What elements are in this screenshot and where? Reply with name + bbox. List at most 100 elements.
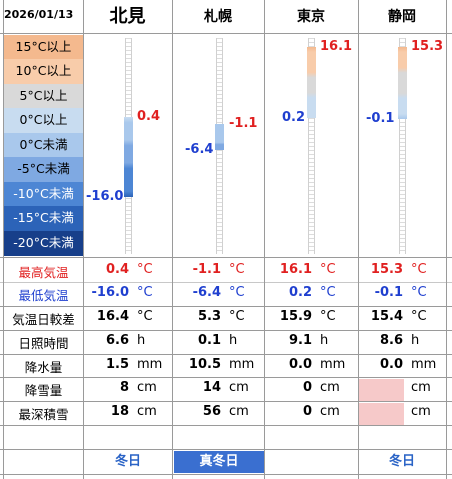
precipitation-tokyo: 0.0 [288, 357, 312, 372]
min-temp-unit-kitami: °C [137, 285, 153, 300]
precipitation-unit-kitami: mm [137, 357, 163, 372]
precipitation-kitami: 1.5 [105, 357, 129, 372]
max-temp-unit-shizuoka: °C [411, 262, 427, 277]
sunshine-unit-kitami: h [137, 333, 146, 348]
column-divider [358, 0, 359, 479]
row-divider [0, 449, 452, 450]
legend-band-15-above: 15°C以上 [4, 35, 83, 59]
max-temp-unit-tokyo: °C [320, 262, 336, 277]
min-temp-unit-sapporo: °C [229, 285, 245, 300]
legend-band-minus15-below: -15°C未満 [4, 206, 83, 231]
city-name-sapporo: 札幌 [204, 9, 232, 25]
temp-range-tokyo: 15.9 [279, 309, 312, 324]
temp-range-unit-sapporo: °C [229, 309, 245, 324]
sunshine-tokyo: 9.1 [288, 333, 312, 348]
max-temp-sapporo: -1.1 [192, 262, 221, 277]
snow-depth-tokyo: 0 [302, 404, 312, 419]
bar-high-label-kitami: 0.4 [137, 109, 161, 125]
snow-depth-kitami: 18 [110, 404, 129, 419]
temp-range-bar-shizuoka [398, 47, 407, 120]
snow-depth-unit-tokyo: cm [320, 404, 340, 419]
day-type-kitami: 冬日 [114, 454, 141, 469]
legend-band-10-above: 10°C以上 [4, 59, 83, 84]
day-type-sapporo: 真冬日 [174, 451, 264, 473]
snowfall-unit-tokyo: cm [320, 380, 340, 395]
snowfall-sapporo: 14 [202, 380, 221, 395]
temp-range-bar-kitami [124, 117, 133, 198]
temp-range-shizuoka: 15.4 [370, 309, 403, 324]
row-label-temp-range: 気温日較差 [12, 312, 75, 327]
precipitation-unit-sapporo: mm [229, 357, 255, 372]
city-name-tokyo: 東京 [297, 9, 325, 25]
snowfall-unit-shizuoka: cm [411, 380, 431, 395]
row-divider [0, 425, 452, 426]
legend-band-0-below: 0°C未満 [4, 133, 83, 157]
snowfall-unit-sapporo: cm [229, 380, 249, 395]
temp-range-bar-tokyo [307, 47, 316, 119]
bar-low-label-shizuoka: -0.1 [366, 111, 395, 127]
sunshine-unit-shizuoka: h [411, 333, 420, 348]
temp-range-bar-sapporo [215, 124, 224, 151]
snowfall-tokyo: 0 [302, 380, 312, 395]
row-label-precipitation: 降水量 [24, 360, 63, 375]
snow-depth-sapporo: 56 [202, 404, 221, 419]
min-temp-unit-tokyo: °C [320, 285, 336, 300]
temp-range-unit-tokyo: °C [320, 309, 336, 324]
min-temp-kitami: -16.0 [91, 285, 129, 300]
temp-range-sapporo: 5.3 [197, 309, 221, 324]
snowfall-kitami: 8 [119, 380, 129, 395]
temp-range-kitami: 16.4 [96, 309, 129, 324]
min-temp-sapporo: -6.4 [192, 285, 221, 300]
snow-depth-unit-sapporo: cm [229, 404, 249, 419]
precipitation-unit-tokyo: mm [320, 357, 346, 372]
max-temp-tokyo: 16.1 [279, 262, 312, 277]
row-divider [0, 282, 452, 283]
sunshine-unit-sapporo: h [229, 333, 238, 348]
header-divider [0, 33, 452, 34]
min-temp-unit-shizuoka: °C [411, 285, 427, 300]
bar-high-label-sapporo: -1.1 [229, 116, 258, 132]
max-temp-unit-sapporo: °C [229, 262, 245, 277]
precipitation-sapporo: 10.5 [188, 357, 221, 372]
legend-band-5-above: 5°C以上 [4, 84, 83, 108]
missing-cell-snowdepth-shizuoka [359, 403, 404, 425]
column-divider [3, 0, 4, 479]
row-divider [0, 330, 452, 331]
snow-depth-unit-shizuoka: cm [411, 404, 431, 419]
legend-band-0-above: 0°C以上 [4, 108, 83, 133]
legend-band-minus10-below: -10°C未満 [4, 182, 83, 206]
temp-scale-shizuoka [399, 38, 406, 254]
min-temp-tokyo: 0.2 [288, 285, 312, 300]
min-temp-shizuoka: -0.1 [374, 285, 403, 300]
row-label-snowfall: 降雪量 [24, 383, 63, 398]
precipitation-shizuoka: 0.0 [379, 357, 403, 372]
bar-high-label-tokyo: 16.1 [320, 39, 353, 54]
sunshine-shizuoka: 8.6 [379, 333, 403, 348]
legend-band-minus5-below: -5°C未満 [4, 157, 83, 182]
max-temp-kitami: 0.4 [105, 262, 129, 277]
column-divider [446, 0, 447, 479]
row-label-sunshine: 日照時間 [18, 336, 69, 351]
column-divider [83, 0, 84, 479]
table-bottom-border [0, 474, 452, 475]
city-name-shizuoka: 静岡 [388, 9, 416, 25]
row-divider [0, 401, 452, 402]
column-divider [172, 0, 173, 479]
sunshine-unit-tokyo: h [320, 333, 329, 348]
missing-cell-snowfall-shizuoka [359, 379, 404, 401]
sunshine-sapporo: 0.1 [197, 333, 221, 348]
row-divider [0, 377, 452, 378]
temp-range-unit-shizuoka: °C [411, 309, 427, 324]
date-label: 2026/01/13 [4, 8, 74, 21]
snowfall-unit-kitami: cm [137, 380, 157, 395]
day-type-tokyo [265, 451, 358, 473]
legend-band-minus20-below: -20°C未満 [4, 231, 83, 256]
temp-range-unit-kitami: °C [137, 309, 153, 324]
row-label-max-temp: 最高気温 [18, 265, 69, 280]
bar-high-label-shizuoka: 15.3 [411, 39, 444, 54]
row-divider [0, 354, 452, 355]
precipitation-unit-shizuoka: mm [411, 357, 437, 372]
city-name-kitami: 北見 [109, 6, 146, 27]
row-divider [0, 306, 452, 307]
